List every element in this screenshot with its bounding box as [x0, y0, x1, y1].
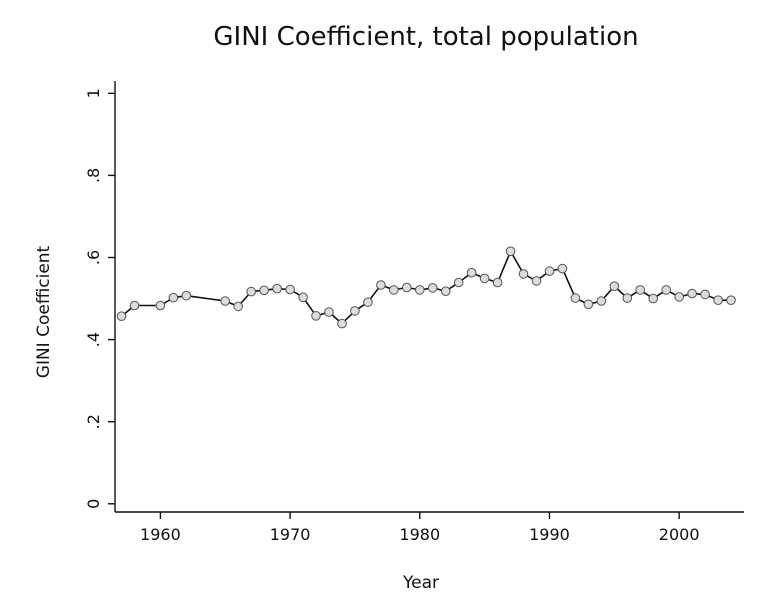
- x-axis-label: Year: [402, 573, 439, 593]
- x-tick-label: 2000: [659, 525, 700, 544]
- data-point: [570, 293, 581, 303]
- data-point: [687, 288, 697, 299]
- data-point: [596, 296, 607, 306]
- y-axis-label: GINI Coefficient: [34, 245, 54, 378]
- data-point: [726, 295, 736, 306]
- data-point: [531, 276, 542, 286]
- data-point: [518, 269, 529, 279]
- data-point: [350, 306, 360, 316]
- data-point: [155, 300, 166, 311]
- data-point: [674, 292, 685, 302]
- data-point: [583, 299, 594, 310]
- x-tick-label: 1960: [140, 525, 181, 544]
- y-tick-label: .4: [84, 332, 103, 347]
- data-point: [285, 284, 295, 295]
- data-point: [246, 286, 256, 297]
- data-point: [440, 286, 451, 297]
- data-point: [713, 295, 723, 306]
- x-tick-label: 1980: [399, 525, 440, 544]
- data-point: [648, 293, 659, 304]
- y-axis-ticks: 0 .2 .4 .6 .8 1: [84, 88, 115, 509]
- data-point: [181, 290, 192, 301]
- y-tick-label: 0: [84, 499, 103, 509]
- data-point: [635, 285, 646, 295]
- data-point: [402, 282, 412, 293]
- data-point: [168, 292, 179, 303]
- data-point: [492, 277, 503, 288]
- data-point: [415, 285, 425, 295]
- data-point-markers: [116, 246, 736, 329]
- data-point: [661, 285, 672, 295]
- data-point: [259, 285, 269, 296]
- data-point: [427, 283, 438, 293]
- data-point: [479, 273, 490, 284]
- x-tick-label: 1970: [270, 525, 311, 544]
- y-tick-label: 1: [84, 88, 103, 98]
- data-point: [298, 292, 308, 303]
- y-tick-label: .8: [84, 168, 103, 183]
- data-point: [557, 263, 568, 274]
- data-point: [311, 311, 321, 321]
- data-point: [453, 277, 464, 288]
- data-point: [466, 267, 477, 278]
- data-point: [376, 280, 386, 290]
- data-point: [363, 297, 373, 308]
- data-point: [389, 285, 399, 295]
- data-point: [544, 266, 555, 276]
- data-point: [272, 283, 282, 294]
- data-point: [622, 293, 633, 303]
- data-point: [116, 311, 127, 322]
- data-point: [220, 296, 230, 306]
- data-point: [324, 307, 334, 317]
- data-point: [129, 300, 140, 311]
- y-tick-label: .6: [84, 250, 103, 265]
- data-point: [337, 318, 347, 329]
- data-point: [505, 246, 516, 257]
- chart-title: GINI Coefficient, total population: [213, 22, 638, 52]
- x-axis-ticks: 1960 1970 1980 1990 2000: [140, 512, 700, 544]
- data-point: [609, 281, 620, 292]
- y-tick-label: .2: [84, 414, 103, 429]
- data-point: [233, 301, 243, 312]
- x-tick-label: 1990: [529, 525, 570, 544]
- data-point: [700, 289, 710, 300]
